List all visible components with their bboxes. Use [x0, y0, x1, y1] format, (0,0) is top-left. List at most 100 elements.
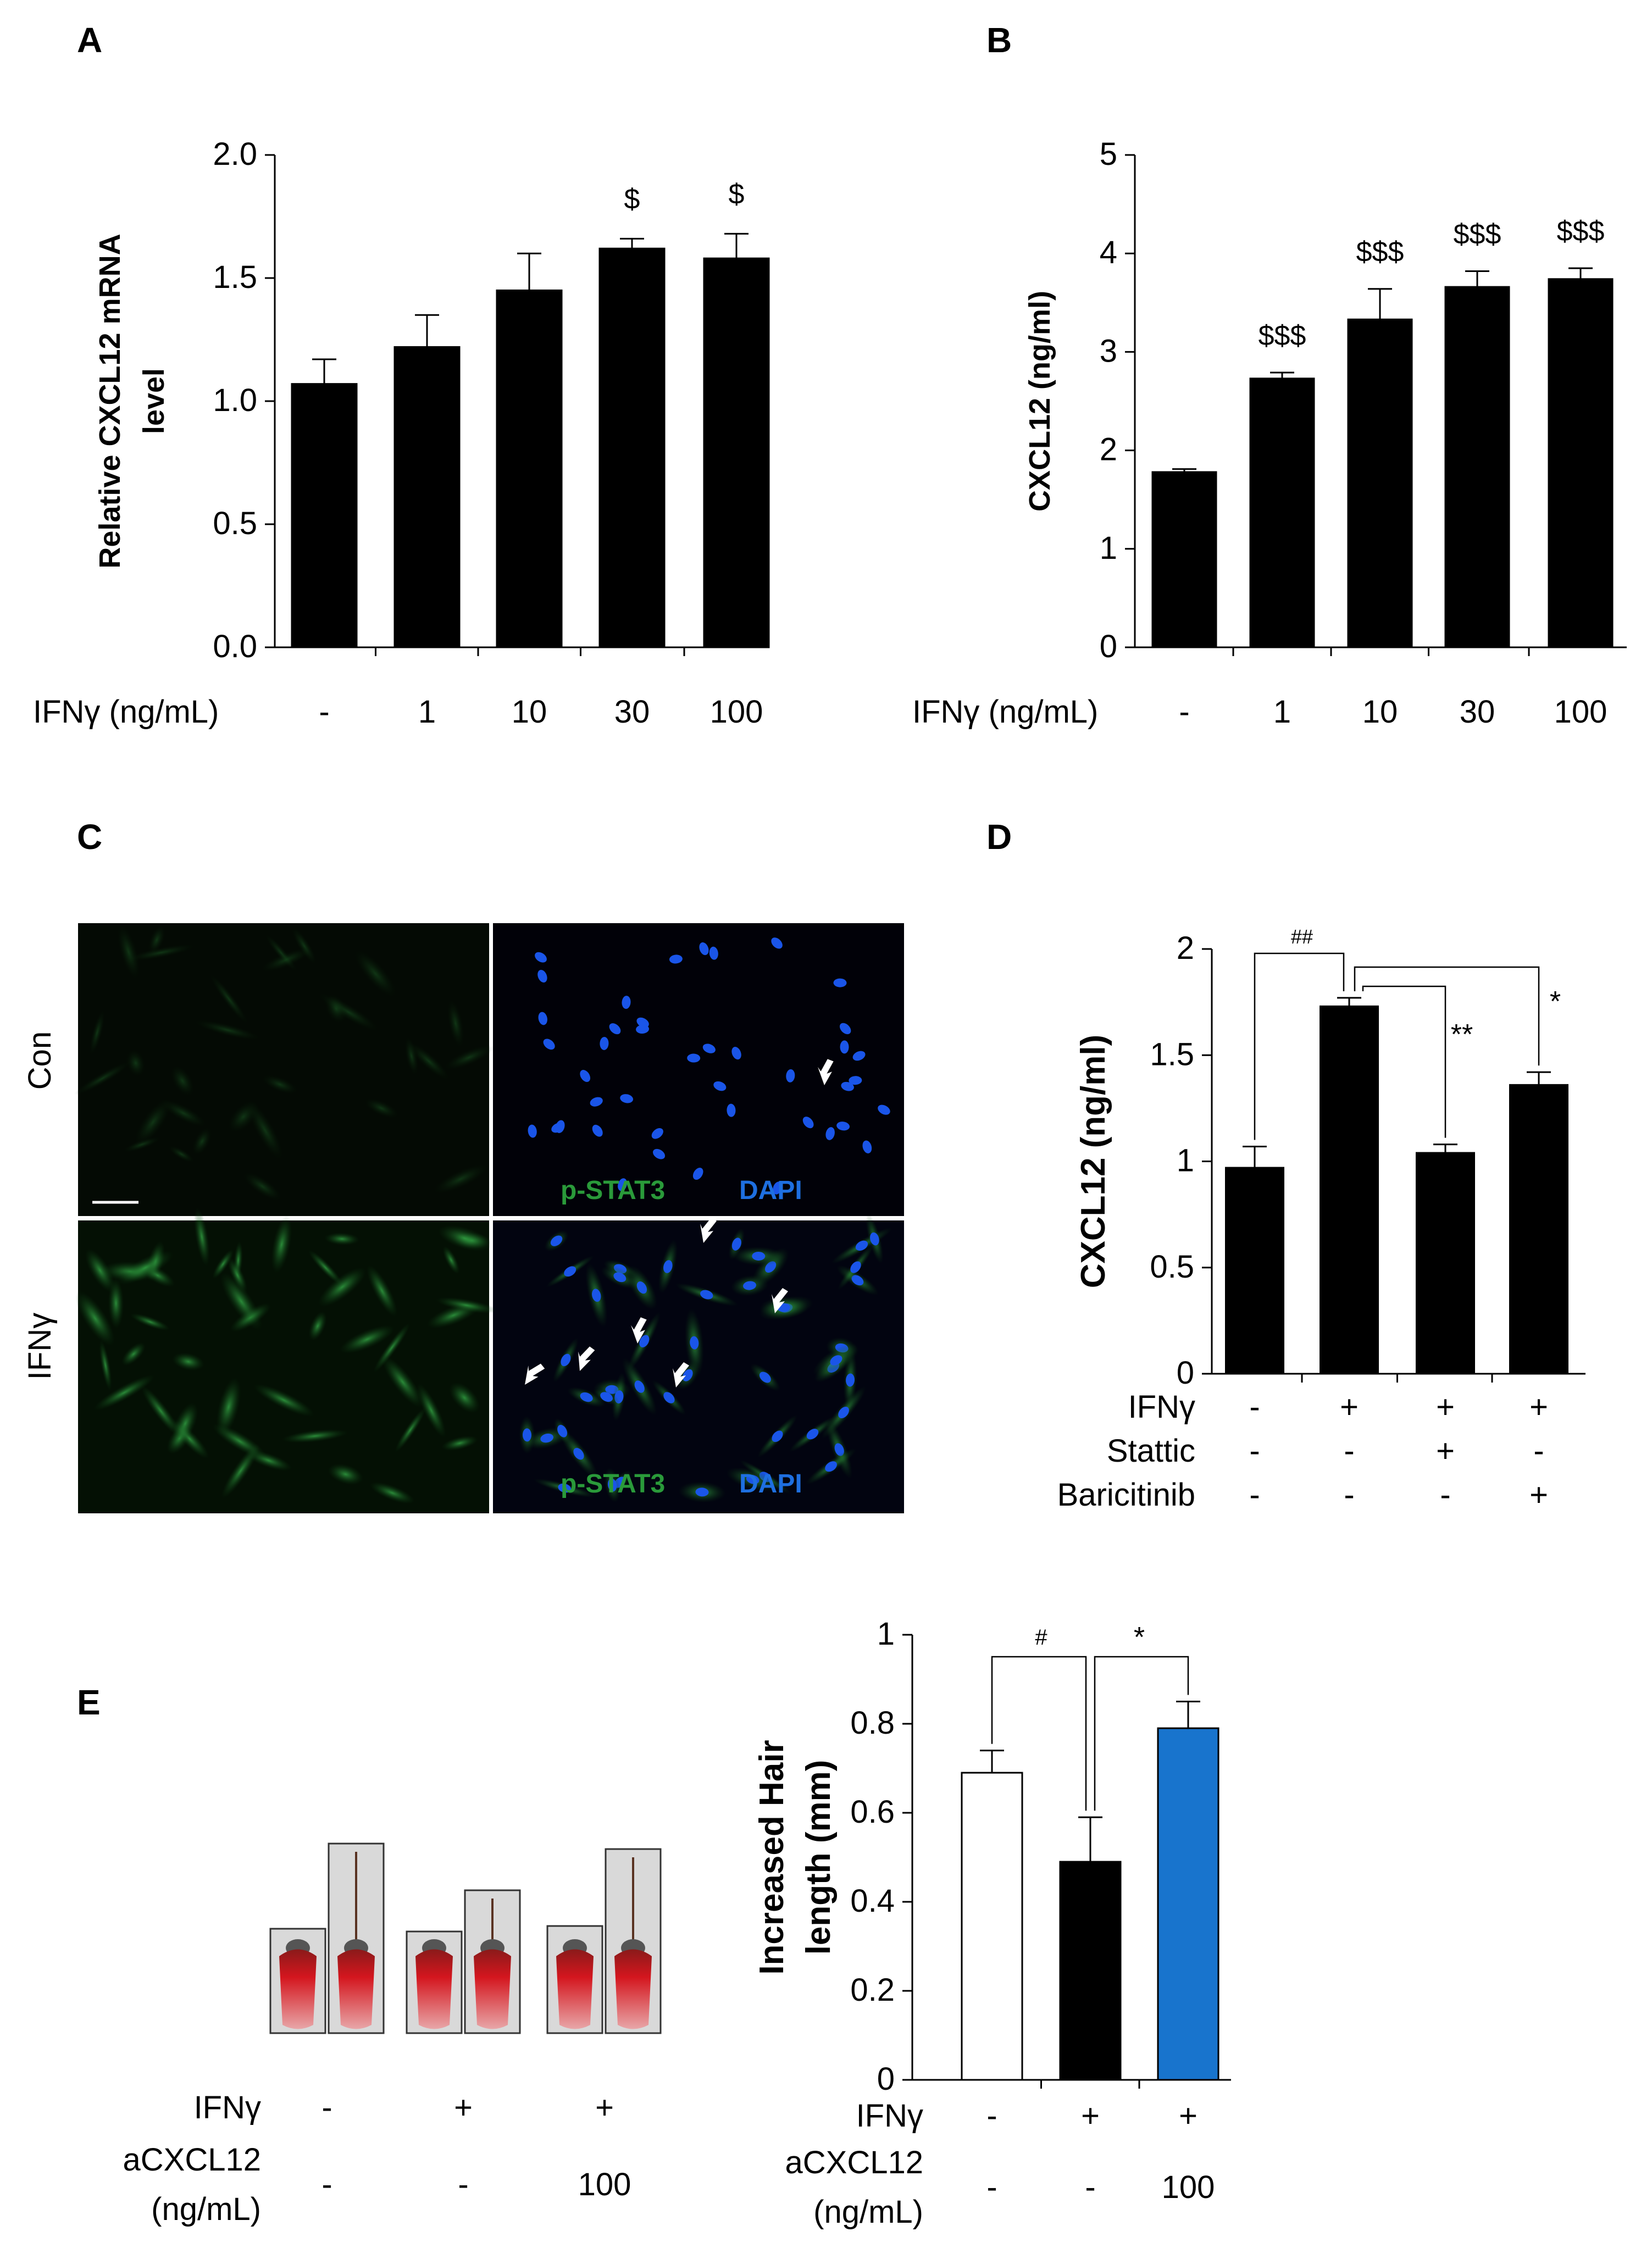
category-label-B-2: 10: [1362, 694, 1398, 730]
y-tick-label-B-5: 5: [1100, 136, 1117, 172]
bar-A-0: [291, 383, 358, 648]
nucleus: [855, 1240, 868, 1251]
cell-body: [395, 1407, 426, 1452]
cell-body: [216, 1377, 241, 1436]
category-label-B-1: 1: [1273, 694, 1291, 730]
nucleus: [663, 1260, 673, 1273]
y-tick-label-D-4: 2: [1177, 930, 1194, 966]
nucleus: [709, 946, 718, 960]
cell-body: [271, 1215, 292, 1274]
cell-body: [382, 1356, 423, 1408]
cell-body: [408, 1042, 450, 1080]
cell-body: [364, 1098, 399, 1119]
cell-body: [247, 1100, 284, 1161]
significance-A-3: $: [624, 183, 640, 215]
cell-layer: [74, 924, 892, 1504]
bar-B-3: [1444, 286, 1510, 648]
nucleus: [540, 1433, 553, 1443]
arrow-icon: [631, 1317, 647, 1344]
cell-body: [369, 1481, 415, 1504]
cell-body: [75, 1291, 115, 1346]
nucleus: [558, 1483, 571, 1493]
y-tick-label-D-2: 1: [1177, 1143, 1194, 1179]
follicle-body: [337, 1949, 375, 2029]
nucleus: [618, 1178, 627, 1191]
cell-body: [134, 1098, 171, 1146]
bracket-label-D-1: **: [1451, 1019, 1473, 1051]
panel-label-c: C: [77, 817, 102, 857]
bar-A-1: [393, 346, 461, 648]
nucleus: [846, 1373, 855, 1387]
treatment-value-D-2-1: -: [1344, 1477, 1354, 1513]
micrograph-con-green: [78, 923, 489, 1216]
nucleus: [550, 1235, 563, 1246]
nucleus: [561, 1353, 571, 1367]
follicle-body: [279, 1949, 317, 2029]
category-label-A-1: 1: [418, 694, 436, 730]
nucleus: [683, 1369, 693, 1381]
arrow-icon: [818, 1059, 834, 1085]
y-tick-label-B-4: 4: [1100, 235, 1117, 270]
nucleus: [838, 1406, 849, 1419]
cell-body: [160, 1099, 207, 1128]
cell-body: [437, 1225, 492, 1252]
stain-label-pstat3-con: p-STAT3: [561, 1176, 665, 1205]
nucleus: [607, 1478, 617, 1492]
nucleus: [543, 1039, 555, 1050]
cell-body: [228, 1257, 248, 1293]
nucleus: [591, 1289, 601, 1302]
significance-B-1: $$$: [1259, 320, 1306, 352]
y-tick-label-E-0: 0: [877, 2061, 895, 2097]
nucleus: [825, 1461, 837, 1472]
panel-label-a: A: [77, 20, 102, 60]
nucleus: [771, 937, 783, 949]
cell-body: [339, 1325, 395, 1354]
cell-body: [441, 1435, 478, 1451]
category-label-B-0: -: [1179, 694, 1189, 730]
cell-body: [262, 1074, 298, 1095]
treatment-value-E-0-2: +: [1179, 2098, 1198, 2134]
treatment-label-E-1b: (ng/mL): [813, 2194, 923, 2230]
nucleus: [702, 1043, 716, 1053]
stain-label-pstat3-ifng: p-STAT3: [561, 1469, 665, 1498]
nucleus: [731, 1237, 741, 1251]
y-axis-label-B-0: CXCL12 (ng/ml): [1023, 291, 1056, 512]
treatment-label-E-0: IFNγ: [856, 2098, 923, 2134]
category-label-A-4: 100: [710, 694, 763, 730]
cell-body: [442, 1246, 460, 1274]
arrow-icon: [772, 1288, 788, 1313]
nucleus: [746, 1475, 760, 1484]
bar-A-4: [703, 257, 770, 648]
nucleus: [634, 1380, 645, 1393]
nucleus: [651, 1128, 663, 1139]
cell-body: [308, 1311, 327, 1341]
nucleus: [700, 1290, 713, 1300]
nucleus: [535, 952, 547, 963]
y-tick-label-B-3: 3: [1100, 333, 1117, 369]
hair-follicle-photo: IFNγ - + + aCXCL12 (ng/mL) - - 100: [123, 1842, 662, 2227]
cell-body: [220, 1272, 263, 1330]
nucleus: [528, 1124, 537, 1138]
cell-body: [447, 999, 464, 1048]
follicle-body: [474, 1949, 511, 2029]
cell-body: [172, 1352, 205, 1371]
bracket-D-2: [1354, 966, 1540, 1066]
cell-body: [416, 1383, 446, 1438]
cell-body: [436, 1297, 497, 1314]
y-tick-label-D-3: 1.5: [1150, 1036, 1194, 1072]
cell-body: [221, 1443, 260, 1498]
y-tick-label-E-5: 1: [877, 1616, 895, 1652]
treatment-value-D-0-2: +: [1436, 1389, 1455, 1425]
panel-label-e: E: [77, 1683, 101, 1722]
nucleus: [555, 1120, 565, 1133]
cell-body: [265, 934, 298, 973]
nucleus: [613, 1272, 627, 1283]
nucleus: [590, 1097, 603, 1107]
y-axis-label-E-0: Increased Hair: [753, 1740, 791, 1974]
cell-body: [209, 974, 248, 1024]
nucleus: [825, 1127, 835, 1140]
bar-B-0: [1151, 471, 1217, 648]
treatment-value-D-0-3: +: [1529, 1389, 1548, 1425]
arrow-icon: [673, 1362, 689, 1387]
